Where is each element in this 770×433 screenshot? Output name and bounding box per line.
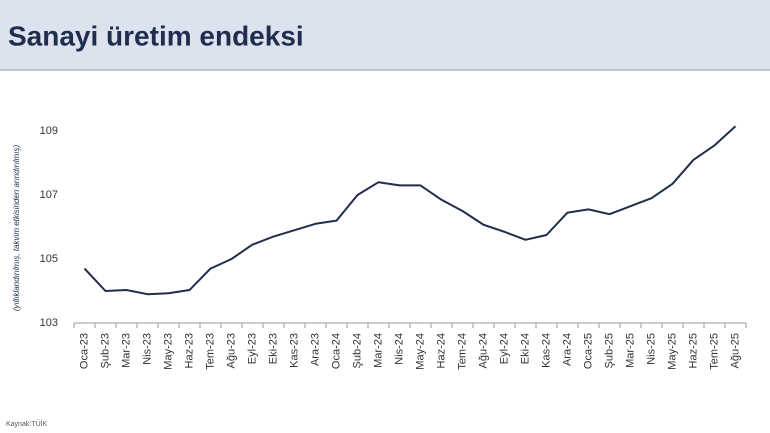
x-tick-label: Eki-24 [519,333,531,364]
source: Kaynak:TÜİK [6,419,48,428]
x-tick-label: Ağu-23 [225,333,237,368]
x-tick-label: Ara-23 [309,333,321,366]
x-tick-label: Eyl-24 [498,333,510,364]
x-tick-label: May-23 [162,333,174,370]
x-tick-label: Kas-23 [288,333,300,368]
x-tick-label: Haz-25 [687,333,699,368]
header-band [0,0,770,70]
y-tick-label: 103 [40,317,58,329]
line [83,125,737,296]
y-tick-label: 109 [40,125,58,137]
x-tick-label: Tem-23 [204,333,216,370]
x-tick-label: Mar-24 [372,333,384,368]
y-axis-label: (yıllıklandırılmış, takvim etkisinden ar… [12,145,21,312]
x-tick-label: Ağu-25 [729,333,741,368]
y-tick-label: 105 [40,253,58,265]
x-tick-label: Kas-24 [540,333,552,368]
x-tick-label: Oca-24 [330,333,342,369]
x-tick-label: Oca-25 [582,333,594,369]
x-tick-label: Eki-23 [267,333,279,364]
x-tick-label: Mar-25 [624,333,636,368]
x-tick-label: Şub-24 [351,333,363,368]
x-tick-label: Haz-23 [183,333,195,368]
x-tick-label: Şub-23 [99,333,111,368]
x-tick-label: Şub-25 [603,333,615,368]
x-tick-label: Ara-24 [561,333,573,366]
x-tick-label: Oca-23 [78,333,90,369]
x-tick-label: Haz-24 [435,333,447,368]
x-tick-label: Nis-23 [141,333,153,365]
x-tick-label: Nis-25 [645,333,657,365]
x-tick-label: Tem-25 [708,333,720,370]
x-tick-label: Nis-24 [393,333,405,365]
x-tick-label: Tem-24 [456,333,468,370]
y-tick-label: 107 [40,189,58,201]
x-tick-label: Mar-23 [120,333,132,368]
x-tick-label: May-24 [414,333,426,370]
x-tick-label: May-25 [666,333,678,370]
x-tick-label: Eyl-23 [246,333,258,364]
chart-title: Sanayi üretim endeksi [8,20,304,51]
x-tick-label: Ağu-24 [477,333,489,368]
